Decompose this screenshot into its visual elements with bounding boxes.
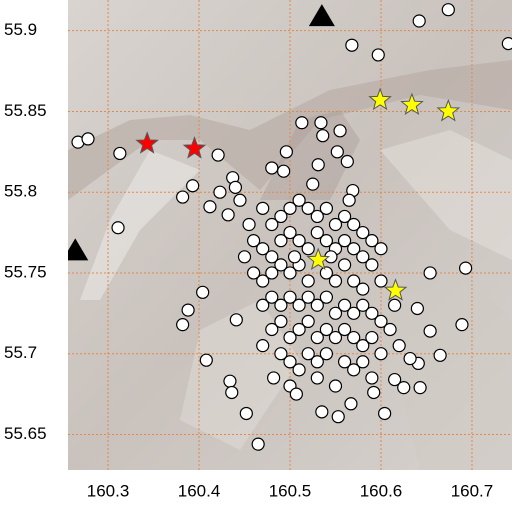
epicenter xyxy=(456,319,468,331)
epicenter xyxy=(204,201,216,213)
epicenter xyxy=(411,302,423,314)
epicenter xyxy=(366,259,378,271)
epicenter xyxy=(296,117,308,129)
epicenter xyxy=(368,386,380,398)
epicenter xyxy=(379,407,391,419)
epicenter xyxy=(275,315,287,327)
y-tick-label: 55.85 xyxy=(4,101,47,120)
epicenter xyxy=(329,380,341,392)
x-tick-label: 160.5 xyxy=(269,481,312,500)
epicenter xyxy=(280,146,292,158)
epicenter xyxy=(442,4,454,16)
epicenter xyxy=(389,299,401,311)
epicenter xyxy=(82,133,94,145)
epicenter xyxy=(293,364,305,376)
epicenter xyxy=(357,356,369,368)
epicenter xyxy=(315,117,327,129)
epicenter xyxy=(257,202,269,214)
epicenter xyxy=(114,147,126,159)
epicenter xyxy=(243,219,255,231)
epicenter xyxy=(339,259,351,271)
epicenter xyxy=(404,353,416,365)
epicenter xyxy=(239,251,251,263)
epicenter xyxy=(290,388,302,400)
map: 160.3 160.4 160.5 160.6 160.7 55.65 55.7 55.75 5… xyxy=(0,0,513,509)
epicenter xyxy=(434,349,446,361)
epicenter xyxy=(346,39,358,51)
epicenter xyxy=(331,146,343,158)
epicenter xyxy=(312,159,324,171)
epicenter xyxy=(278,165,290,177)
epicenter xyxy=(266,162,278,174)
epicenter xyxy=(200,354,212,366)
y-tick-label: 55.65 xyxy=(4,424,47,443)
epicenter xyxy=(197,286,209,298)
epicenter xyxy=(317,130,329,142)
epicenter xyxy=(307,178,319,190)
x-tick-label: 160.3 xyxy=(87,481,130,500)
epicenter xyxy=(375,348,387,360)
epicenter xyxy=(289,251,301,263)
epicenter xyxy=(357,283,369,295)
epicenter xyxy=(414,382,426,394)
epicenter xyxy=(375,243,387,255)
epicenter xyxy=(413,15,425,27)
epicenter xyxy=(384,323,396,335)
epicenter xyxy=(302,243,314,255)
epicenter xyxy=(222,209,234,221)
epicenter xyxy=(257,340,269,352)
epicenter xyxy=(177,191,189,203)
epicenter xyxy=(343,194,355,206)
epicenter xyxy=(332,411,344,423)
y-tick-label: 55.9 xyxy=(4,20,37,39)
epicenter xyxy=(234,194,246,206)
epicenter xyxy=(177,319,189,331)
epicenter xyxy=(460,262,472,274)
epicenter xyxy=(320,348,332,360)
epicenter xyxy=(366,372,378,384)
epicenter xyxy=(224,375,236,387)
epicenter xyxy=(112,222,124,234)
epicenter xyxy=(316,406,328,418)
epicenter xyxy=(229,181,241,193)
epicenter xyxy=(320,291,332,303)
epicenter xyxy=(424,267,436,279)
epicenter xyxy=(311,372,323,384)
epicenter xyxy=(366,332,378,344)
epicenter xyxy=(345,398,357,410)
y-tick-label: 55.7 xyxy=(4,343,37,362)
epicenter xyxy=(502,38,513,50)
epicenter xyxy=(212,149,224,161)
epicenter xyxy=(372,49,384,61)
epicenter xyxy=(375,275,387,287)
epicenter xyxy=(230,314,242,326)
x-tick-label: 160.6 xyxy=(360,481,403,500)
epicenter xyxy=(334,125,346,137)
epicenter xyxy=(226,386,238,398)
epicenter xyxy=(268,372,280,384)
epicenter xyxy=(187,180,199,192)
epicenter xyxy=(302,275,314,287)
y-tick-label: 55.75 xyxy=(4,262,47,281)
epicenter xyxy=(424,325,436,337)
epicenter xyxy=(389,374,401,386)
epicenter xyxy=(182,304,194,316)
epicenter xyxy=(341,156,353,168)
epicenter xyxy=(329,275,341,287)
epicenter xyxy=(320,202,332,214)
epicenter xyxy=(252,438,264,450)
epicenter xyxy=(393,340,405,352)
x-tick-label: 160.7 xyxy=(451,481,494,500)
epicenter xyxy=(240,407,252,419)
y-tick-label: 55.8 xyxy=(4,182,37,201)
x-tick-label: 160.4 xyxy=(178,481,221,500)
epicenter xyxy=(302,315,314,327)
epicenter xyxy=(214,186,226,198)
